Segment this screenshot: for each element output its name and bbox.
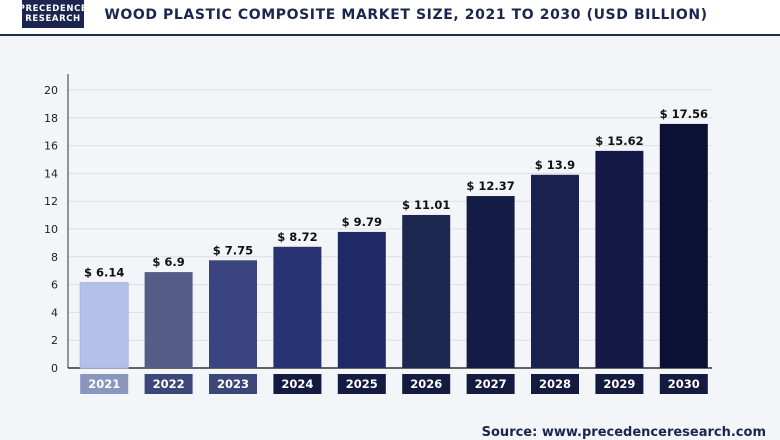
value-label-2030: $ 17.56	[660, 107, 708, 121]
x-tick-label-2029: 2029	[603, 377, 635, 391]
y-tick-label: 12	[44, 195, 58, 208]
x-tick-label-2024: 2024	[281, 377, 313, 391]
value-label-2024: $ 8.72	[277, 230, 317, 244]
x-tick-label-2027: 2027	[475, 377, 507, 391]
y-tick-label: 16	[44, 140, 58, 153]
bar-2026	[402, 214, 451, 368]
bar-2023	[209, 260, 257, 368]
y-tick-label: 4	[51, 306, 58, 319]
chart-title: WOOD PLASTIC COMPOSITE MARKET SIZE, 2021…	[104, 7, 708, 23]
value-label-2027: $ 12.37	[466, 179, 514, 193]
y-tick-label: 14	[44, 167, 58, 180]
x-tick-label-bg	[595, 374, 644, 394]
y-tick-label: 0	[51, 362, 58, 375]
bar-2022	[144, 272, 193, 368]
bar-2024	[273, 246, 322, 368]
value-label-2025: $ 9.79	[342, 215, 382, 229]
value-label-2026: $ 11.01	[402, 198, 450, 212]
x-tick-label-bg	[144, 374, 193, 394]
value-label-2021: $ 6.14	[84, 266, 124, 280]
x-tick-labels: 2021 2022 2023 2024 2025 2026 2027 2028 2029 2030	[80, 374, 708, 394]
x-tick-label-bg	[80, 374, 129, 394]
y-tick-label: 2	[51, 334, 58, 347]
bar-2021	[79, 282, 129, 369]
value-labels: $ 6.14 $ 6.9 $ 7.75 $ 8.72 $ 9.79 $ 11.01 $ 12…	[84, 107, 708, 280]
company-logo: PRECEDENCE RESEARCH	[19, 0, 87, 28]
bar-2030	[659, 123, 708, 368]
x-tick-label-bg	[337, 374, 386, 394]
bar-2025	[337, 231, 386, 368]
source-text: Source: www.precedenceresearch.com	[481, 425, 766, 440]
value-label-2023: $ 7.75	[213, 243, 253, 257]
bar-2027	[466, 196, 515, 368]
y-tick-labels: 0 2 4 6 8 10 12 14 16 18 20	[44, 84, 58, 375]
value-label-2029: $ 15.62	[595, 134, 643, 148]
logo-line-2: RESEARCH	[25, 14, 81, 24]
y-tick-label: 8	[51, 251, 58, 264]
header-divider	[0, 34, 780, 36]
bar-2028	[531, 174, 579, 368]
x-tick-label-2026: 2026	[410, 377, 442, 391]
x-tick-label-bg	[531, 374, 579, 394]
y-tick-label: 6	[51, 279, 58, 292]
x-tick-label-bg	[273, 374, 322, 394]
y-tick-label: 10	[44, 223, 58, 236]
x-tick-label-2028: 2028	[539, 377, 571, 391]
x-tick-label-bg	[659, 374, 708, 394]
value-label-2028: $ 13.9	[535, 158, 575, 172]
chart-panel	[0, 36, 780, 440]
x-tick-label-bg	[466, 374, 515, 394]
x-tick-label-2021: 2021	[88, 377, 120, 391]
bar-2029	[595, 150, 644, 368]
header: PRECEDENCE RESEARCH WOOD PLASTIC COMPOSI…	[0, 0, 780, 34]
x-tick-label-bg	[209, 374, 257, 394]
y-tick-label: 18	[44, 112, 58, 125]
bars	[79, 123, 708, 369]
x-tick-label-2022: 2022	[153, 377, 185, 391]
x-tick-label-bg	[402, 374, 451, 394]
x-tick-label-2025: 2025	[346, 377, 378, 391]
logo-line-1: PRECEDENCE	[18, 4, 88, 14]
x-tick-label-2023: 2023	[217, 377, 249, 391]
value-label-2022: $ 6.9	[152, 255, 184, 269]
x-tick-label-2030: 2030	[668, 377, 700, 391]
y-tick-label: 20	[44, 84, 58, 97]
